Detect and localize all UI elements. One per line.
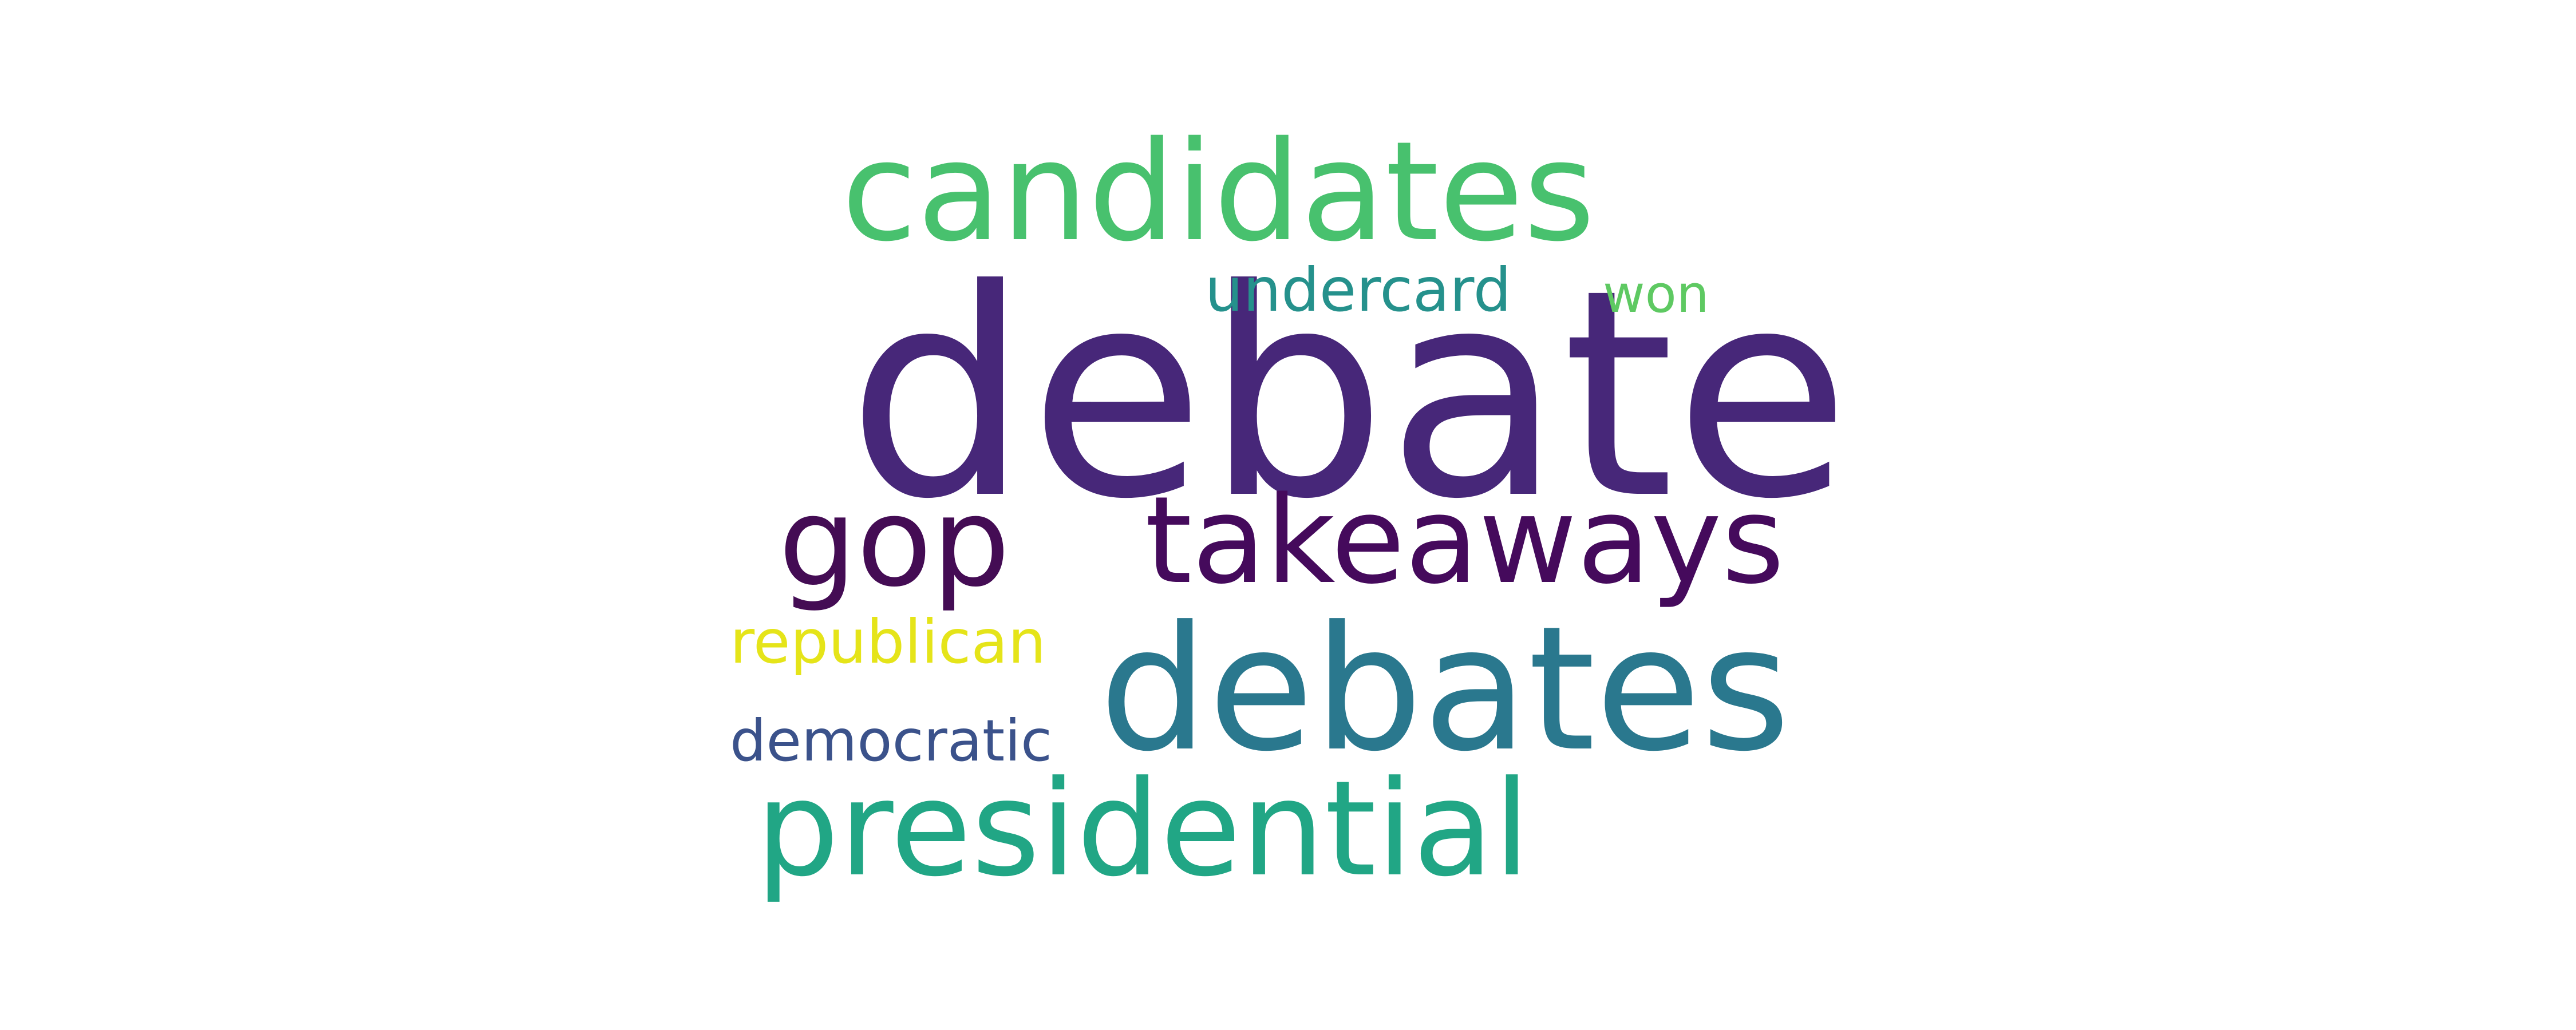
word-democratic: democratic	[730, 707, 1052, 774]
word-undercard: undercard	[1205, 255, 1512, 325]
word-presidential: presidential	[756, 753, 1530, 906]
word-candidates: candidates	[841, 112, 1595, 272]
word-republican: republican	[730, 607, 1046, 677]
word-debate: debate	[847, 228, 1851, 561]
word-takeaways: takeaways	[1145, 470, 1785, 611]
word-debates: debates	[1099, 589, 1791, 789]
word-won: won	[1603, 264, 1709, 324]
word-gop: gop	[779, 470, 1010, 614]
